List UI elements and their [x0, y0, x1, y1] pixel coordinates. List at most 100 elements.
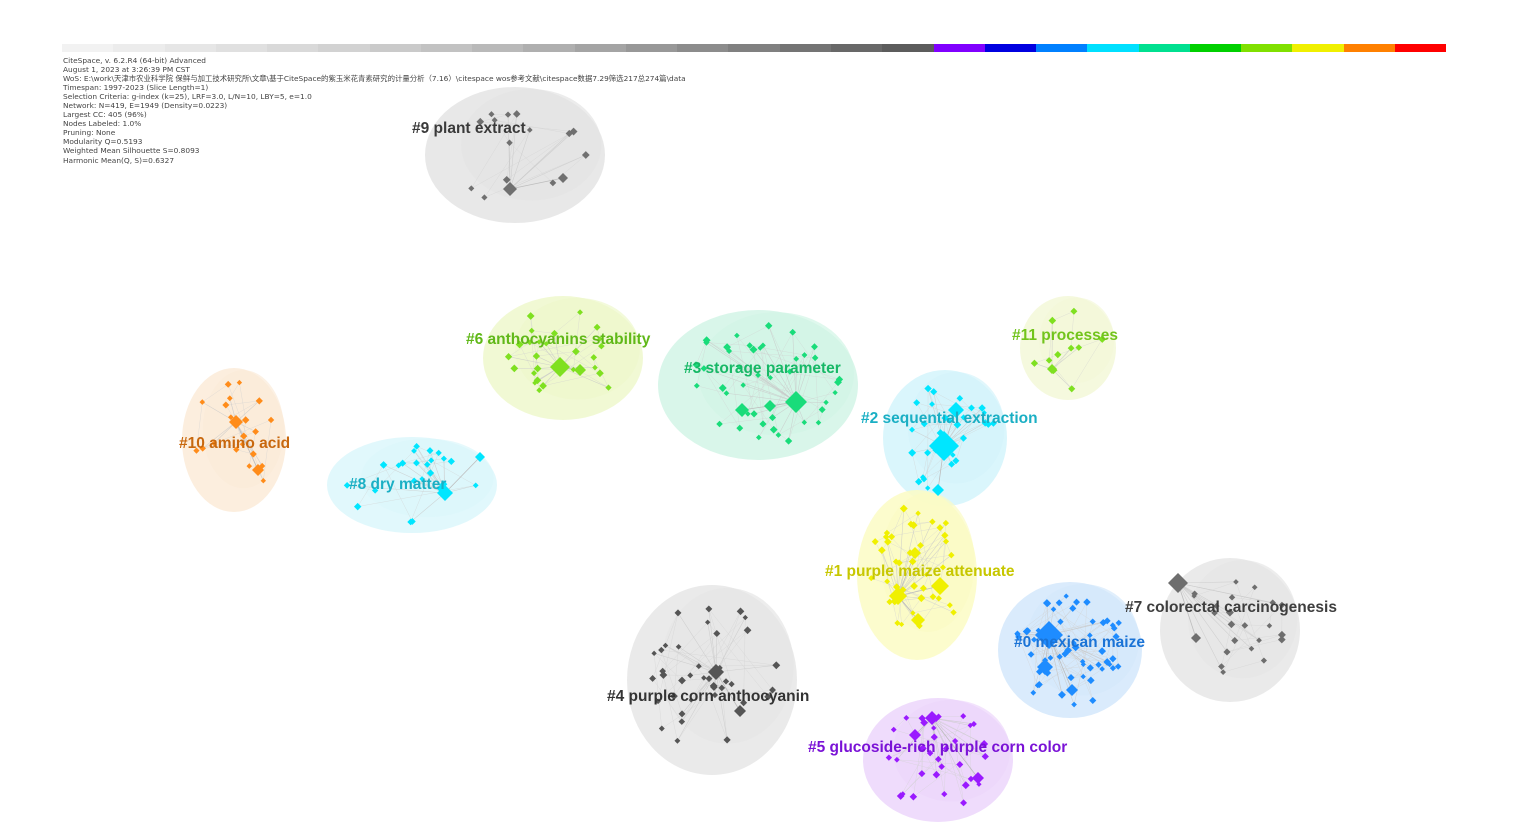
- cluster-label[interactable]: #3 storage parameter: [684, 360, 841, 377]
- network-node: [1191, 593, 1197, 599]
- network-node: [990, 420, 997, 427]
- network-node: [1110, 624, 1118, 632]
- network-node: [960, 713, 967, 720]
- network-node: [688, 697, 694, 703]
- edge: [886, 532, 927, 575]
- network-node: [924, 449, 932, 457]
- network-node: [1269, 599, 1276, 606]
- network-node: [918, 714, 926, 722]
- network-node: [1266, 622, 1273, 629]
- network-node-hub: [972, 772, 984, 784]
- network-node-hub: [550, 357, 570, 377]
- network-node: [255, 397, 263, 405]
- network-node: [659, 667, 667, 675]
- edge: [888, 736, 935, 758]
- edge: [1033, 628, 1115, 693]
- network-node: [569, 127, 578, 136]
- network-node: [1098, 335, 1107, 343]
- network-node-hub: [911, 613, 925, 627]
- network-node: [755, 372, 761, 378]
- network-node: [919, 584, 927, 592]
- edge: [728, 351, 741, 429]
- network-node: [670, 692, 678, 701]
- cluster-label[interactable]: #5 glucoside-rich purple corn color: [808, 739, 1067, 756]
- network-node: [597, 336, 603, 342]
- network-node: [936, 524, 944, 532]
- network-node: [967, 775, 975, 783]
- network-node: [674, 737, 681, 744]
- cluster-label[interactable]: #4 purple corn anthocyanin: [607, 688, 809, 705]
- cluster-label[interactable]: #1 purple maize attenuate: [825, 563, 1015, 580]
- network-node: [942, 519, 950, 527]
- edge: [792, 332, 797, 403]
- network-node: [1211, 609, 1218, 617]
- timeline-segment: [984, 44, 1037, 52]
- network-node: [772, 661, 781, 670]
- network-node: [426, 447, 434, 455]
- edge: [931, 717, 956, 742]
- timeline-segment: [472, 44, 524, 52]
- edge: [891, 508, 905, 537]
- edge: [911, 403, 933, 430]
- meta-line: Network: N=419, E=1949 (Density=0.0223): [63, 101, 228, 111]
- edge: [681, 611, 741, 722]
- network-node: [531, 370, 538, 377]
- cluster-label[interactable]: #0 mexican maize: [1014, 634, 1145, 651]
- edge: [1194, 581, 1237, 597]
- network-node: [1089, 618, 1096, 625]
- network-node: [1070, 307, 1078, 315]
- edge: [715, 671, 728, 740]
- edge: [509, 154, 586, 190]
- edge: [677, 612, 717, 673]
- network-node: [539, 381, 547, 390]
- cluster-label[interactable]: #2 sequential extraction: [861, 410, 1038, 427]
- edge: [887, 541, 911, 554]
- network-node: [675, 643, 682, 650]
- network-node: [413, 443, 420, 450]
- network-node: [1042, 599, 1051, 607]
- edge: [795, 346, 815, 403]
- edge: [509, 177, 564, 190]
- network-node: [929, 401, 935, 408]
- edge: [1231, 624, 1270, 626]
- network-node: [723, 736, 731, 744]
- edge: [923, 450, 937, 480]
- edge: [202, 384, 229, 403]
- meta-line: Weighted Mean Silhouette S=0.8093: [63, 146, 200, 156]
- network-node: [740, 699, 748, 707]
- network-node: [550, 329, 559, 337]
- network-node: [533, 376, 542, 385]
- network-node: [981, 419, 989, 427]
- network-node: [428, 457, 435, 464]
- cluster-label[interactable]: #6 anthocyanins stability: [466, 331, 651, 348]
- network-node: [886, 598, 893, 606]
- cluster-label[interactable]: #9 plant extract: [412, 120, 526, 137]
- edge: [1193, 595, 1252, 649]
- edge: [213, 443, 237, 450]
- cluster-label[interactable]: #10 amino acid: [179, 435, 290, 452]
- network-node: [224, 380, 232, 388]
- network-node: [775, 432, 782, 438]
- network-node: [472, 482, 479, 489]
- cluster-label[interactable]: #7 colorectal carcinogenesis: [1125, 599, 1337, 616]
- edge: [1017, 634, 1039, 686]
- cluster-label[interactable]: #8 dry matter: [349, 476, 446, 493]
- cluster-label[interactable]: #11 processes: [1012, 327, 1118, 344]
- edge: [235, 421, 259, 471]
- network-node: [968, 404, 975, 412]
- edge: [703, 368, 723, 389]
- network-node: [532, 380, 538, 386]
- network-node-hub: [574, 364, 586, 376]
- edge: [722, 366, 740, 389]
- edge: [911, 452, 919, 482]
- edge: [1070, 311, 1075, 349]
- timeline-segment: [882, 44, 934, 52]
- edge: [1071, 338, 1103, 389]
- edge: [721, 687, 769, 697]
- network-node: [815, 419, 822, 426]
- edge: [753, 349, 840, 380]
- network-node: [695, 663, 702, 670]
- network-node: [925, 485, 931, 491]
- edge: [657, 612, 679, 702]
